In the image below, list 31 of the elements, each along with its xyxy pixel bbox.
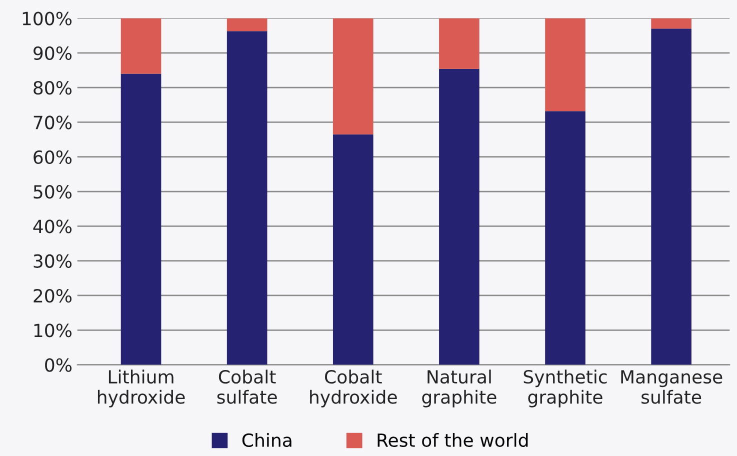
bar — [651, 18, 692, 29]
x-tick-label: Synthetic graphite — [524, 370, 607, 408]
y-tick-label: 50% — [34, 184, 72, 199]
bar — [332, 134, 374, 365]
y-tick-label: 30% — [34, 254, 72, 268]
bar — [651, 28, 692, 365]
bar — [226, 31, 268, 365]
bar — [332, 18, 374, 134]
bar — [545, 18, 586, 112]
y-tick-label: 10% — [34, 324, 72, 338]
y-tick-label: 80% — [34, 81, 72, 95]
y-tick-label: 40% — [33, 220, 72, 234]
y-tick-label: 100% — [22, 12, 72, 26]
y-tick-label: 90% — [34, 46, 72, 60]
y-tick-label: 70% — [34, 116, 72, 130]
y-tick-label: 20% — [34, 288, 72, 303]
bar — [120, 18, 162, 74]
bar — [226, 18, 268, 32]
legend-label: China — [242, 433, 292, 448]
legend-label: Rest of the world — [378, 433, 528, 448]
y-tick-label: 0% — [45, 358, 72, 372]
bar — [439, 68, 480, 365]
x-tick-label: Manganese sulfate — [621, 370, 722, 404]
y-tick-label: 60% — [34, 150, 72, 164]
x-tick-label: Lithium hydroxide — [98, 370, 185, 408]
bar — [545, 111, 586, 365]
x-tick-label: Cobalt hydroxide — [310, 370, 397, 408]
x-tick-label: Cobalt sulfate — [217, 370, 277, 404]
bar — [120, 74, 162, 365]
bar — [439, 18, 480, 69]
x-tick-label: Natural graphite — [422, 370, 496, 408]
